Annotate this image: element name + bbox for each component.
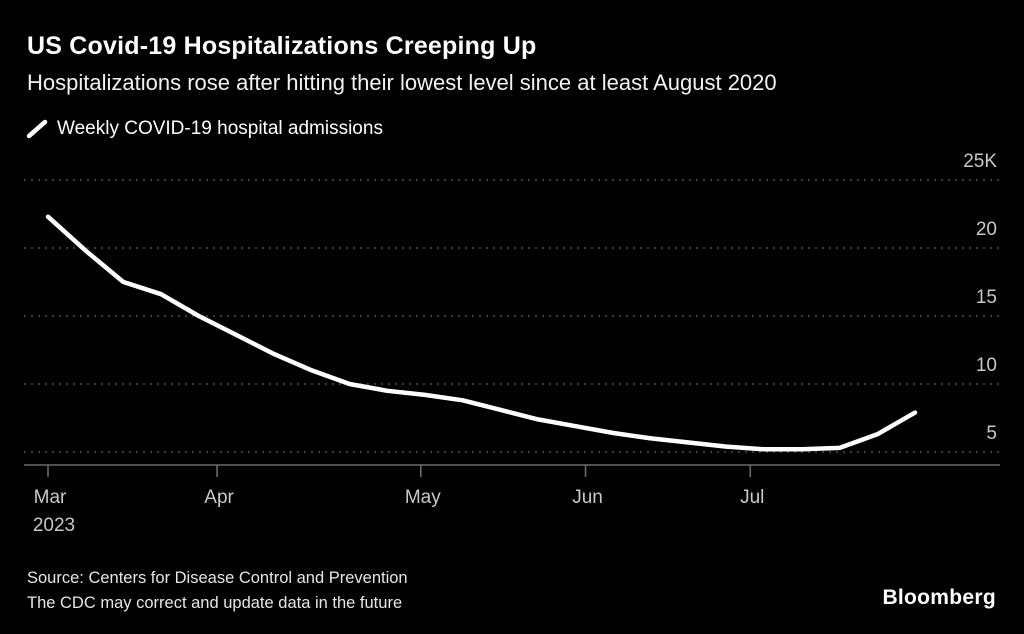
y-tick-label: 10: [976, 355, 997, 376]
chart-title: US Covid-19 Hospitalizations Creeping Up: [27, 32, 537, 60]
admissions-line-series: [45, 214, 918, 452]
y-tick-label: 20: [976, 219, 997, 240]
diagonal-line-icon: [26, 119, 48, 139]
x-tick-label: Mar: [34, 487, 67, 508]
x-tick-sublabel: 2023: [33, 515, 75, 536]
x-tick-label: Jul: [740, 487, 764, 508]
x-tick-label: Jun: [572, 487, 603, 508]
y-tick-label: 15: [976, 287, 997, 308]
source-line-1: Source: Centers for Disease Control and …: [27, 569, 408, 587]
y-tick-label: 25K: [963, 151, 997, 172]
source-line-2: The CDC may correct and update data in t…: [27, 594, 403, 612]
bloomberg-logo: Bloomberg: [882, 586, 996, 609]
y-tick-label: 5: [986, 423, 997, 444]
legend: Weekly COVID-19 hospital admissions: [26, 118, 383, 140]
x-tick-label: Apr: [204, 487, 234, 508]
x-tick-label: May: [405, 487, 441, 508]
source-note: Source: Centers for Disease Control and …: [27, 566, 408, 616]
chart-subtitle: Hospitalizations rose after hitting thei…: [27, 70, 777, 95]
legend-label: Weekly COVID-19 hospital admissions: [57, 118, 383, 139]
